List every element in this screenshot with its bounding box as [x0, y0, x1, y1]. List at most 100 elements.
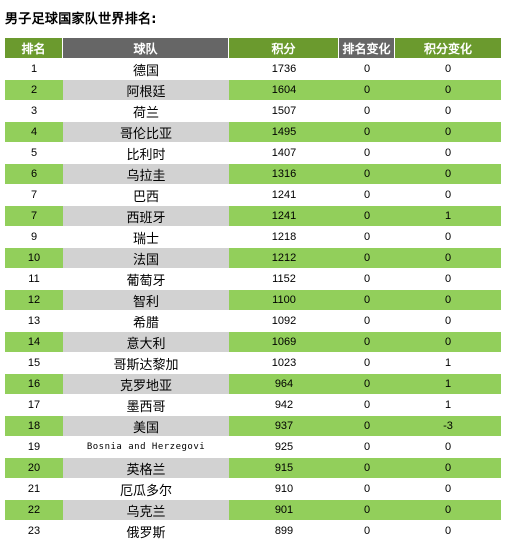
rank-change-cell: 0 — [339, 163, 395, 184]
team-cell: Bosnia and Herzegovi — [63, 436, 229, 457]
points-cell: 942 — [229, 394, 339, 415]
rank-change-cell: 0 — [339, 457, 395, 478]
team-cell: 英格兰 — [63, 457, 229, 478]
team-cell: 哥斯达黎加 — [63, 352, 229, 373]
points-cell: 1407 — [229, 142, 339, 163]
table-row: 14 意大利 1069 0 0 — [5, 331, 501, 352]
team-cell: 比利时 — [63, 142, 229, 163]
table-row: 6 乌拉圭 1316 0 0 — [5, 163, 501, 184]
table-row: 10 法国 1212 0 0 — [5, 247, 501, 268]
table-row: 3 荷兰 1507 0 0 — [5, 100, 501, 121]
points-cell: 910 — [229, 478, 339, 499]
points-change-cell: 1 — [395, 394, 501, 415]
rank-change-cell: 0 — [339, 499, 395, 520]
table-header-row: 排名 球队 积分 排名变化 积分变化 — [5, 38, 501, 58]
team-cell: 瑞士 — [63, 226, 229, 247]
rank-change-cell: 0 — [339, 121, 395, 142]
team-cell: 乌拉圭 — [63, 163, 229, 184]
page-title: 男子足球国家队世界排名: — [5, 12, 157, 27]
rank-cell: 7 — [5, 205, 63, 226]
team-cell: 厄瓜多尔 — [63, 478, 229, 499]
points-cell: 964 — [229, 373, 339, 394]
team-cell: 智利 — [63, 289, 229, 310]
team-cell: 希腊 — [63, 310, 229, 331]
table-row: 1 德国 1736 0 0 — [5, 58, 501, 79]
points-cell: 1023 — [229, 352, 339, 373]
column-header-rank-change: 排名变化 — [339, 38, 395, 58]
team-cell: 葡萄牙 — [63, 268, 229, 289]
team-cell: 荷兰 — [63, 100, 229, 121]
rank-cell: 2 — [5, 79, 63, 100]
table-row: 17 墨西哥 942 0 1 — [5, 394, 501, 415]
rank-cell: 11 — [5, 268, 63, 289]
points-change-cell: 0 — [395, 499, 501, 520]
table-row: 9 瑞士 1218 0 0 — [5, 226, 501, 247]
rank-cell: 15 — [5, 352, 63, 373]
points-cell: 899 — [229, 520, 339, 541]
rank-cell: 23 — [5, 520, 63, 541]
rank-cell: 17 — [5, 394, 63, 415]
points-change-cell: 0 — [395, 436, 501, 457]
rank-change-cell: 0 — [339, 415, 395, 436]
points-cell: 1241 — [229, 205, 339, 226]
points-cell: 1507 — [229, 100, 339, 121]
table-row: 11 葡萄牙 1152 0 0 — [5, 268, 501, 289]
rank-change-cell: 0 — [339, 478, 395, 499]
points-cell: 1092 — [229, 310, 339, 331]
rank-cell: 1 — [5, 58, 63, 79]
points-change-cell: 1 — [395, 373, 501, 394]
rank-cell: 21 — [5, 478, 63, 499]
table-row: 5 比利时 1407 0 0 — [5, 142, 501, 163]
points-cell: 1218 — [229, 226, 339, 247]
table-row: 16 克罗地亚 964 0 1 — [5, 373, 501, 394]
points-change-cell: 0 — [395, 478, 501, 499]
points-cell: 1241 — [229, 184, 339, 205]
team-cell: 哥伦比亚 — [63, 121, 229, 142]
rank-cell: 13 — [5, 310, 63, 331]
points-change-cell: 0 — [395, 184, 501, 205]
team-cell: 法国 — [63, 247, 229, 268]
points-change-cell: 0 — [395, 100, 501, 121]
rank-cell: 7 — [5, 184, 63, 205]
ranking-table: 排名 球队 积分 排名变化 积分变化 1 德国 1736 0 0 2 阿根廷 1604 0 0 3 荷… — [5, 38, 501, 541]
rank-cell: 10 — [5, 247, 63, 268]
rank-change-cell: 0 — [339, 226, 395, 247]
rank-change-cell: 0 — [339, 79, 395, 100]
team-cell: 克罗地亚 — [63, 373, 229, 394]
team-cell: 意大利 — [63, 331, 229, 352]
rank-cell: 16 — [5, 373, 63, 394]
rank-cell: 9 — [5, 226, 63, 247]
rank-cell: 6 — [5, 163, 63, 184]
points-change-cell: 0 — [395, 331, 501, 352]
column-header-points-change: 积分变化 — [395, 38, 501, 58]
rank-change-cell: 0 — [339, 268, 395, 289]
rank-change-cell: 0 — [339, 394, 395, 415]
table-row: 20 英格兰 915 0 0 — [5, 457, 501, 478]
rank-cell: 20 — [5, 457, 63, 478]
table-row: 22 乌克兰 901 0 0 — [5, 499, 501, 520]
points-cell: 925 — [229, 436, 339, 457]
table-row: 13 希腊 1092 0 0 — [5, 310, 501, 331]
rank-change-cell: 0 — [339, 436, 395, 457]
team-cell: 乌克兰 — [63, 499, 229, 520]
column-header-team: 球队 — [63, 38, 229, 58]
points-cell: 1604 — [229, 79, 339, 100]
points-cell: 1100 — [229, 289, 339, 310]
points-change-cell: 0 — [395, 121, 501, 142]
rank-cell: 5 — [5, 142, 63, 163]
table-row: 7 西班牙 1241 0 1 — [5, 205, 501, 226]
rank-change-cell: 0 — [339, 100, 395, 121]
table-row: 18 美国 937 0 -3 — [5, 415, 501, 436]
rank-change-cell: 0 — [339, 184, 395, 205]
points-cell: 1316 — [229, 163, 339, 184]
rank-change-cell: 0 — [339, 58, 395, 79]
column-header-points: 积分 — [229, 38, 339, 58]
points-cell: 1152 — [229, 268, 339, 289]
points-cell: 1069 — [229, 331, 339, 352]
points-change-cell: 0 — [395, 289, 501, 310]
table-row: 15 哥斯达黎加 1023 0 1 — [5, 352, 501, 373]
rank-change-cell: 0 — [339, 247, 395, 268]
points-cell: 937 — [229, 415, 339, 436]
team-cell: 巴西 — [63, 184, 229, 205]
points-cell: 901 — [229, 499, 339, 520]
